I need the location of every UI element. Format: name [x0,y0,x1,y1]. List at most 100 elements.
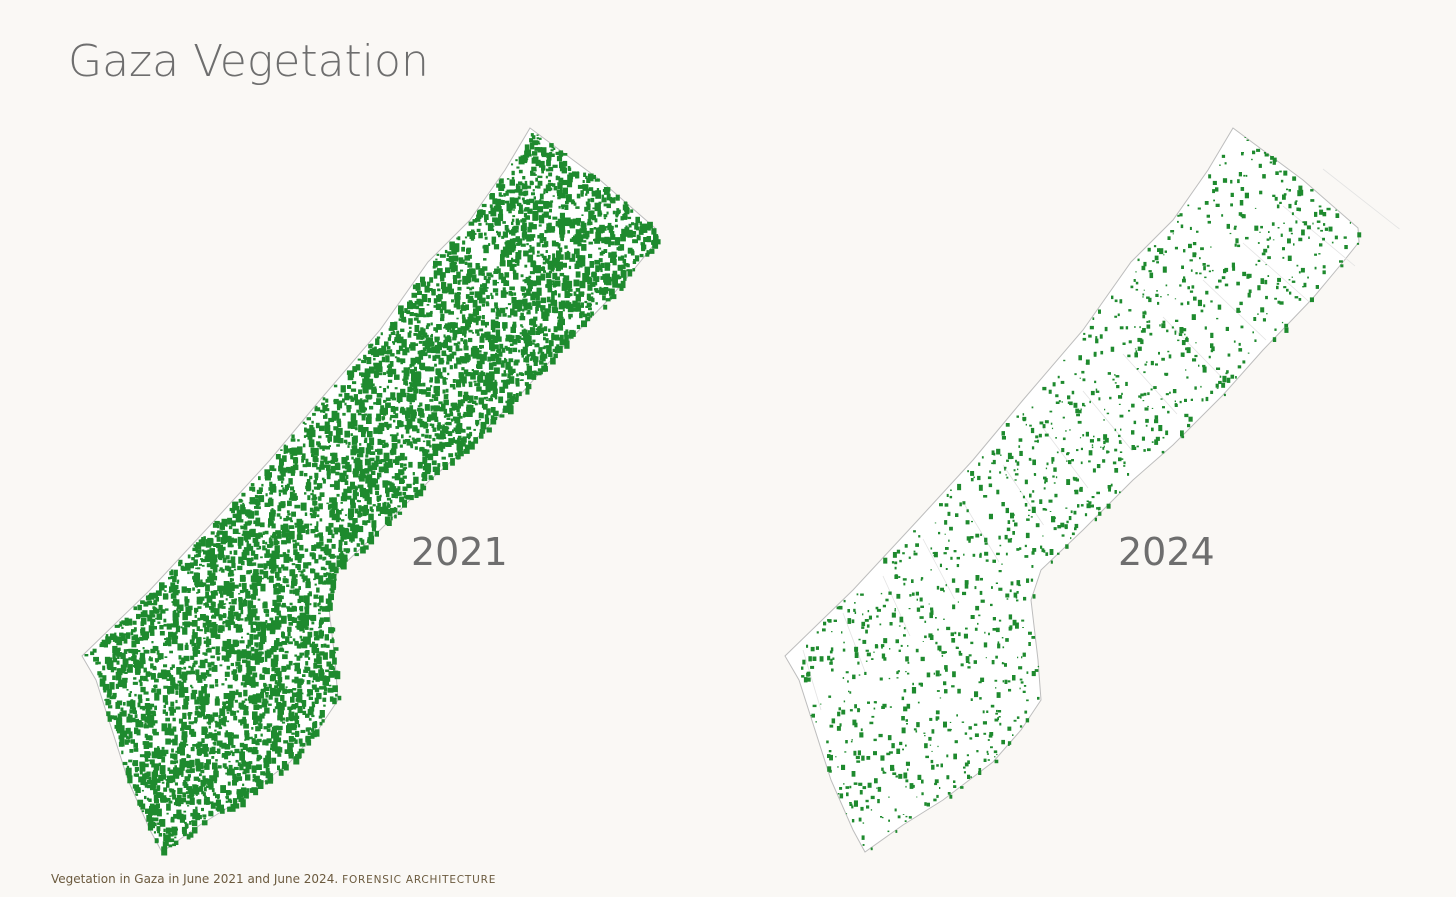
vegetation-patch [581,214,584,216]
vegetation-patch [524,180,528,185]
vegetation-patch [259,569,264,575]
vegetation-patch [302,569,306,572]
vegetation-patch [585,188,590,194]
vegetation-patch [244,521,250,526]
vegetation-patch [309,552,315,557]
vegetation-patch [616,247,621,251]
vegetation-patch [263,688,266,691]
vegetation-patch [128,657,134,661]
vegetation-patch [106,711,111,717]
vegetation-patch [277,541,280,545]
vegetation-patch [575,254,580,259]
vegetation-patch [228,647,235,654]
vegetation-patch [221,518,228,527]
vegetation-patch [480,336,484,339]
vegetation-patch [195,586,198,588]
vegetation-patch [530,181,534,185]
vegetation-patch [298,738,303,744]
vegetation-patch [318,669,325,678]
vegetation-patch [196,787,201,792]
vegetation-patch [274,545,280,553]
vegetation-patch [523,304,528,311]
vegetation-patch [526,354,530,357]
vegetation-patch [472,345,478,350]
vegetation-patch [227,720,230,723]
vegetation-patch [532,140,538,146]
vegetation-patch [487,276,491,280]
vegetation-patch [176,809,181,815]
vegetation-patch [354,553,359,557]
vegetation-patch [552,280,555,283]
vegetation-patch [242,582,247,590]
vegetation-patch [312,462,318,468]
vegetation-patch [318,612,321,615]
vegetation-patch [240,519,244,523]
vegetation-patch [516,373,519,377]
vegetation-patch [506,335,512,339]
vegetation-patch [473,380,477,383]
vegetation-patch [288,660,293,666]
vegetation-patch [548,328,551,332]
vegetation-patch [275,626,281,630]
vegetation-patch [288,709,292,715]
vegetation-patch [134,784,140,791]
vegetation-patch [379,440,383,445]
vegetation-patch [307,708,314,716]
vegetation-patch [564,290,570,298]
vegetation-patch [172,794,177,800]
vegetation-patch [273,535,278,541]
vegetation-patch [155,590,162,596]
vegetation-patch [453,336,457,340]
vegetation-patch [118,647,121,651]
vegetation-patch [448,453,454,458]
vegetation-patch [281,540,287,545]
vegetation-patch [594,238,601,244]
vegetation-patch [274,680,278,685]
vegetation-patch [309,475,313,480]
vegetation-patch [323,567,327,571]
vegetation-patch [442,389,446,394]
vegetation-patch [333,674,337,677]
vegetation-patch [207,662,212,668]
vegetation-patch [475,320,479,324]
vegetation-patch [422,332,427,338]
vegetation-patch [353,420,358,427]
vegetation-patch [549,208,552,213]
vegetation-patch [143,724,149,729]
vegetation-patch [537,368,542,372]
vegetation-patch [479,372,486,377]
vegetation-patch [149,710,156,715]
vegetation-patch [469,287,473,291]
vegetation-patch [242,704,247,710]
vegetation-patch [457,412,461,417]
vegetation-patch [202,775,206,780]
vegetation-patch [486,427,492,433]
vegetation-patch [346,370,353,375]
vegetation-patch [588,253,593,259]
vegetation-patch [508,398,515,404]
vegetation-patch [456,379,462,388]
vegetation-patch [179,688,185,698]
vegetation-patch [314,472,319,478]
vegetation-patch [334,566,338,571]
vegetation-patch [491,193,495,197]
vegetation-patch [300,570,304,574]
vegetation-patch [330,573,337,579]
vegetation-patch [461,304,464,306]
vegetation-patch [204,632,207,634]
vegetation-patch [283,444,287,447]
vegetation-patch [231,751,235,757]
vegetation-patch [236,509,242,515]
vegetation-patch [460,305,467,311]
vegetation-patch [126,717,133,723]
vegetation-patch [163,664,168,668]
vegetation-patch [119,632,124,637]
vegetation-patch [457,391,463,397]
vegetation-patch [371,520,377,528]
vegetation-patch [341,457,347,465]
vegetation-patch [529,246,535,253]
vegetation-patch [265,694,269,698]
vegetation-patch [201,748,208,754]
vegetation-patch [214,610,219,617]
vegetation-patch [582,180,585,183]
